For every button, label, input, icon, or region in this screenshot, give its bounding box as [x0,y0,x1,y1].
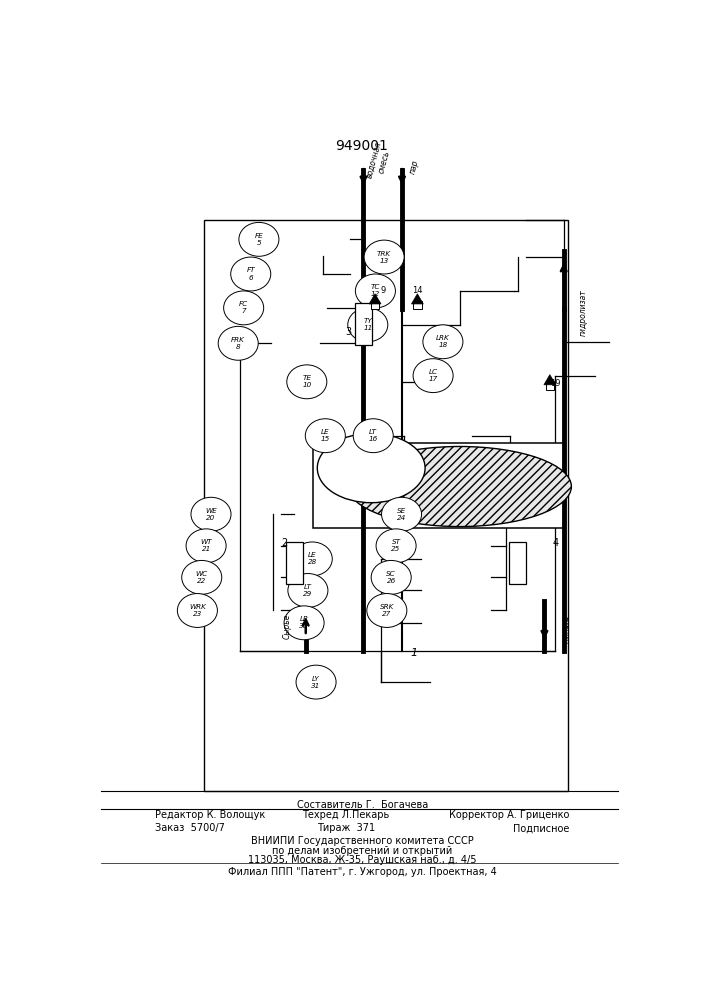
Text: 9: 9 [380,286,385,295]
Polygon shape [411,294,423,304]
Text: Филиал ППП "Патент", г. Ужгород, ул. Проектная, 4: Филиал ППП "Патент", г. Ужгород, ул. Про… [228,867,497,877]
Text: по делам изобретений и открытий: по делам изобретений и открытий [272,846,452,856]
Text: Редактор К. Волощук: Редактор К. Волощук [156,810,266,820]
Text: SC
26: SC 26 [386,571,396,584]
Text: SRK
27: SRK 27 [380,604,394,617]
Text: гидролизат: гидролизат [578,289,588,336]
Bar [286,542,303,584]
Text: FRK
8: FRK 8 [231,337,245,350]
Text: Корректор А. Гриценко: Корректор А. Гриценко [449,810,569,820]
Text: ST
25: ST 25 [392,539,401,552]
Text: WC
22: WC 22 [196,571,208,584]
Ellipse shape [218,326,258,360]
Text: 1: 1 [410,648,417,658]
Text: 2: 2 [281,538,287,548]
Ellipse shape [305,419,345,453]
Ellipse shape [284,606,324,640]
Text: WE
20: WE 20 [205,508,217,521]
Ellipse shape [348,446,571,527]
Ellipse shape [423,325,463,359]
Ellipse shape [317,433,425,503]
Text: Заказ  5700/7: Заказ 5700/7 [156,823,226,833]
Ellipse shape [223,291,264,325]
Ellipse shape [230,257,271,291]
Text: 949001: 949001 [336,139,388,153]
Ellipse shape [292,542,332,576]
Ellipse shape [186,529,226,563]
Ellipse shape [288,574,328,607]
Ellipse shape [182,560,222,594]
Text: Подписное: Подписное [513,823,569,833]
Ellipse shape [367,594,407,627]
Polygon shape [544,375,556,385]
Ellipse shape [364,240,404,274]
Bar [546,381,554,390]
Text: 113035, Москва, Ж-35, Раушская наб., д. 4/5: 113035, Москва, Ж-35, Раушская наб., д. … [248,855,477,865]
Text: TY
11: TY 11 [363,318,373,331]
Text: FE
5: FE 5 [255,233,263,246]
Text: WRK
23: WRK 23 [189,604,206,617]
Text: TRK
13: TRK 13 [377,251,391,264]
Bar [313,443,563,528]
Text: LT
16: LT 16 [368,429,378,442]
Text: LR
30: LR 30 [300,616,309,629]
Text: 19: 19 [550,379,561,388]
Text: TC
12: TC 12 [370,284,380,297]
Bar [413,301,421,309]
Text: LE
28: LE 28 [308,552,317,565]
Ellipse shape [376,529,416,563]
Text: LT
29: LT 29 [303,584,312,597]
Text: пар: пар [408,159,421,175]
Text: WT
21: WT 21 [200,539,212,552]
Text: 3: 3 [345,327,351,337]
Text: Сырье: Сырье [283,613,292,639]
Bar [355,303,372,345]
Text: лигнин: лигнин [560,614,569,643]
Text: LC
17: LC 17 [428,369,438,382]
Text: ВНИИПИ Государственного комитета СССР: ВНИИПИ Государственного комитета СССР [251,836,474,846]
Text: водочная
смесь: водочная смесь [365,140,393,182]
Bar [509,542,526,584]
Text: LE
15: LE 15 [321,429,330,442]
Ellipse shape [191,497,231,531]
Ellipse shape [239,222,279,256]
Text: TE
10: TE 10 [302,375,312,388]
Ellipse shape [413,359,453,393]
Text: Тираж  371: Тираж 371 [317,823,375,833]
Text: LY
31: LY 31 [312,676,321,689]
Text: Техред Л.Пекарь: Техред Л.Пекарь [303,810,390,820]
Polygon shape [369,294,381,304]
Text: 4: 4 [553,538,559,548]
Ellipse shape [296,665,336,699]
Text: SE
24: SE 24 [397,508,406,521]
Text: 14: 14 [412,286,423,295]
Text: FT
6: FT 6 [247,267,255,280]
Ellipse shape [382,497,421,531]
Bar [370,301,379,309]
Ellipse shape [371,560,411,594]
Text: Составитель Г.  Богачева: Составитель Г. Богачева [297,800,428,810]
Bar [204,220,568,791]
Text: FC
7: FC 7 [239,301,248,314]
Ellipse shape [348,308,388,342]
Ellipse shape [287,365,327,399]
Text: LRK
18: LRK 18 [436,335,450,348]
Ellipse shape [354,419,393,453]
Ellipse shape [177,594,218,627]
Ellipse shape [356,274,395,308]
